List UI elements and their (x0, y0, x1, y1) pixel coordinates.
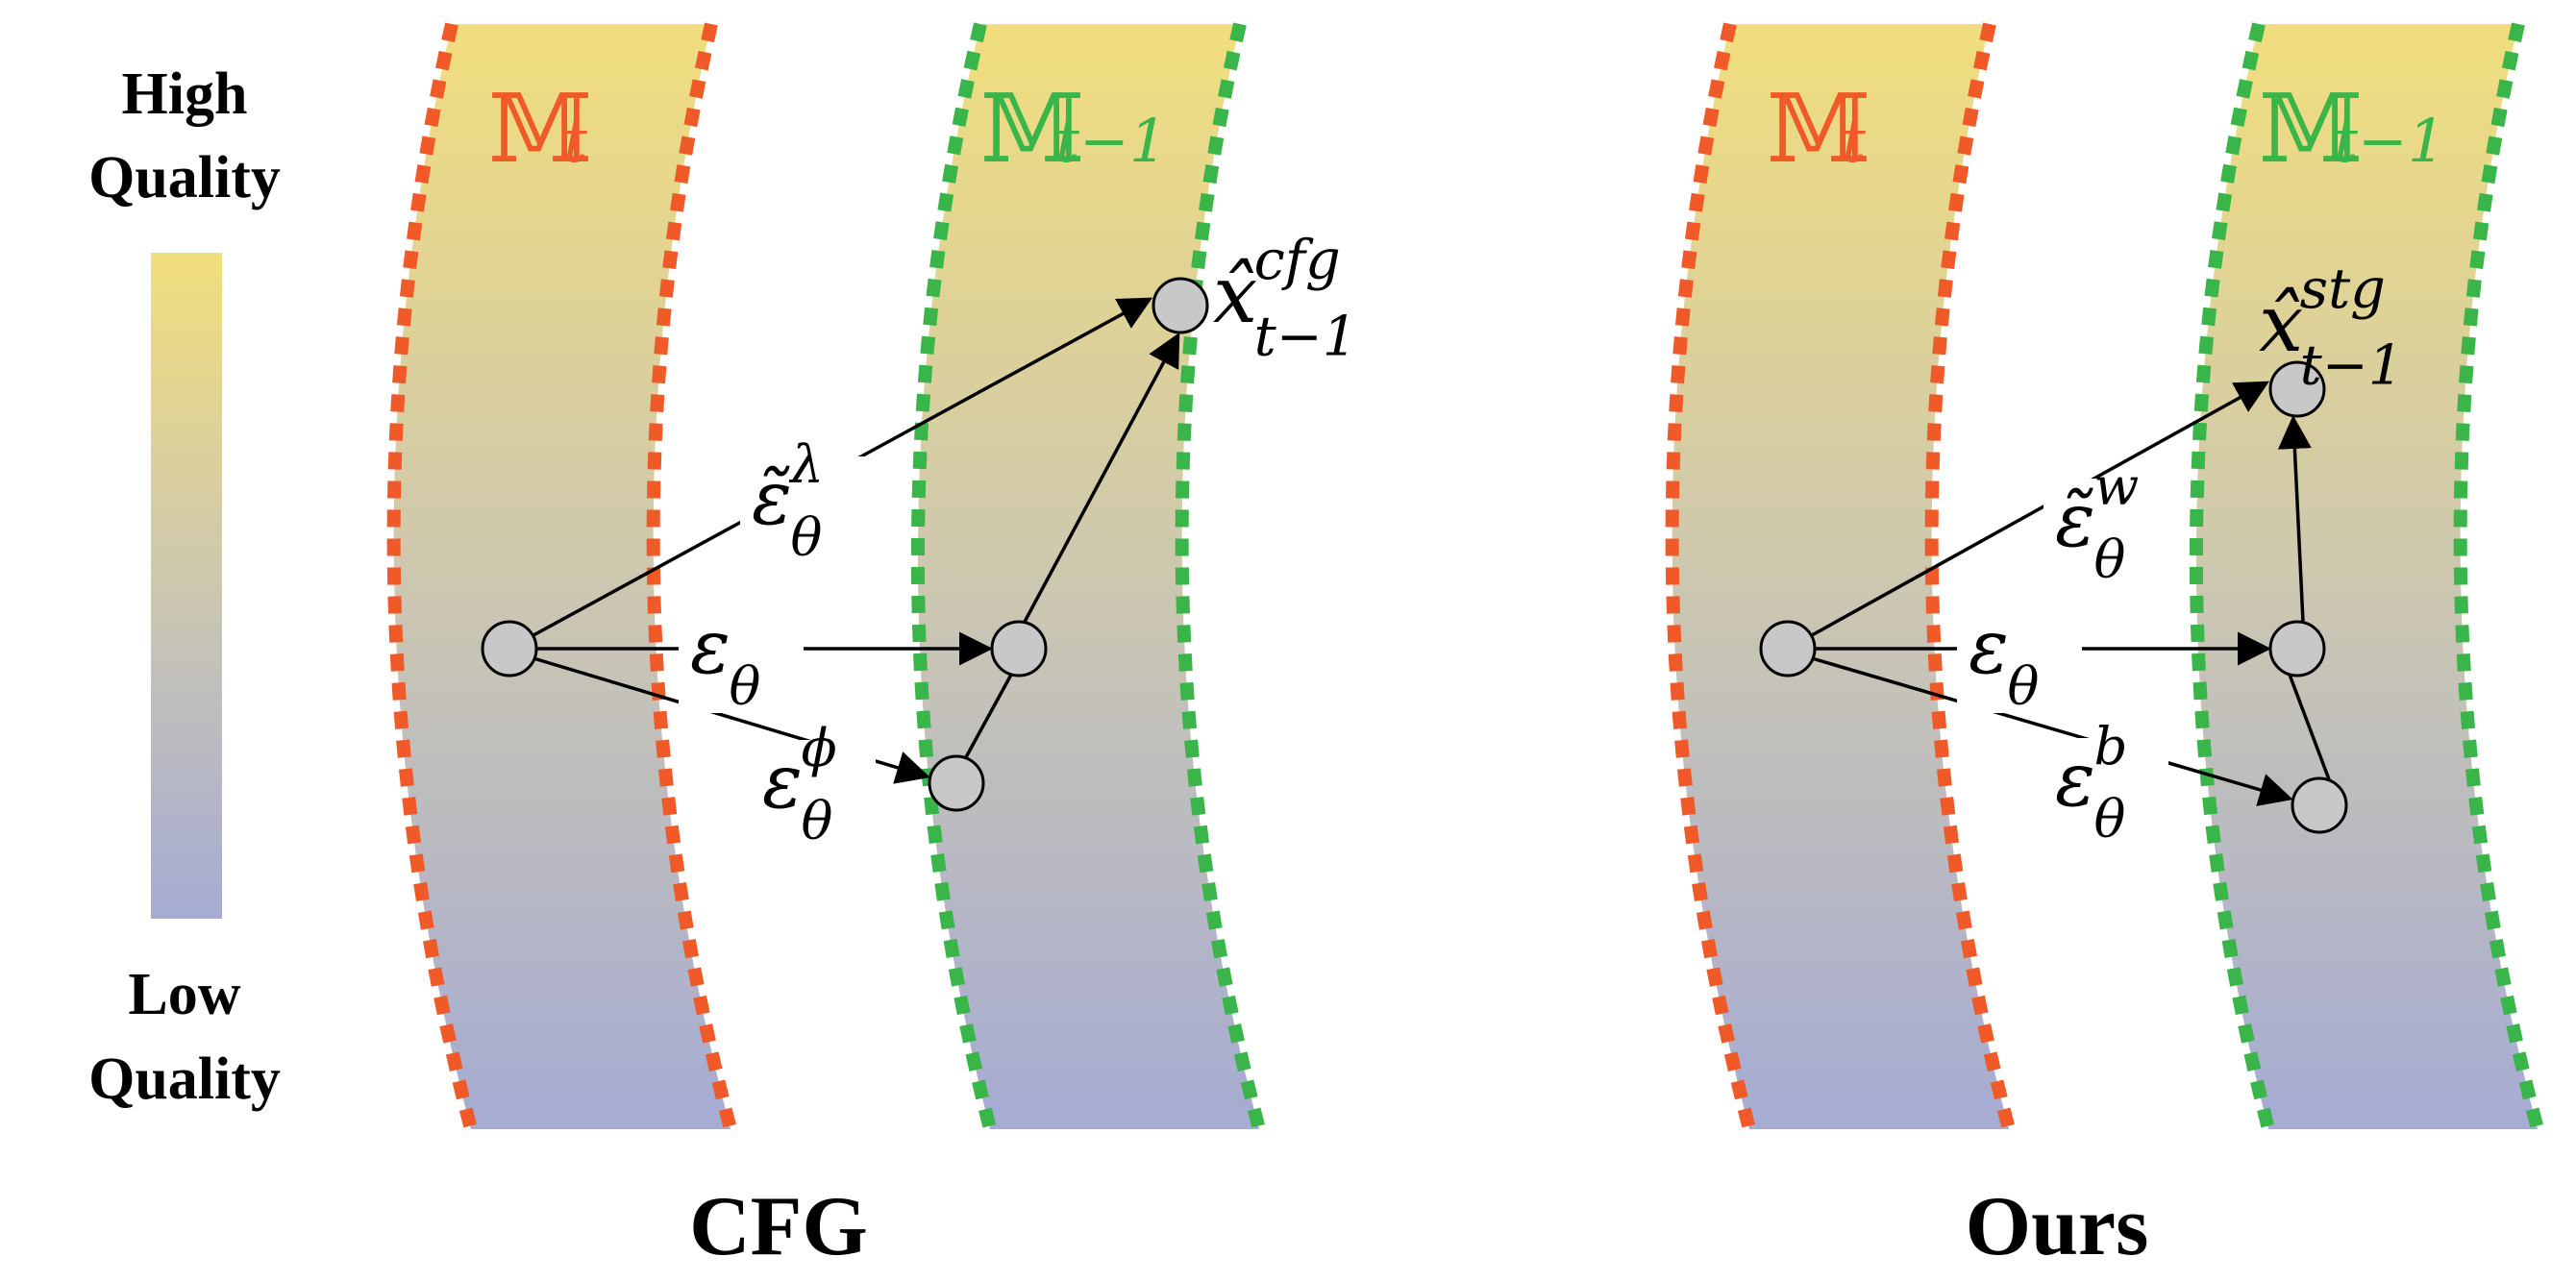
label-backdrop (751, 740, 876, 848)
result-label-superscript: cfg (1254, 228, 1341, 292)
manifold-t-band (1672, 24, 2009, 1129)
panel-caption: CFG (689, 1180, 868, 1273)
manifold-t-minus-1-right-boundary (2453, 22, 2544, 1131)
manifold-t-minus-1-left-boundary (2189, 22, 2275, 1131)
quality-legend: High Quality Low Quality (88, 62, 281, 1112)
eps-weak-label-superscript: b (2094, 715, 2128, 776)
manifold-t-minus-1-right-boundary (1175, 22, 1266, 1131)
label-backdrop (1957, 605, 2082, 713)
eps-guided-label-subscript: θ (2094, 529, 2126, 590)
manifold-t-minus-1-left-boundary (910, 22, 997, 1131)
source-node (481, 620, 538, 677)
quality-gradient-bar (151, 253, 222, 919)
weak-prediction-node (2291, 776, 2348, 834)
eps-weak-label-symbol: ε (762, 739, 803, 825)
eps-weak-label-symbol: ε (2055, 737, 2095, 824)
result-label-symbol: x̂ (2259, 279, 2303, 370)
eps-guided-label-superscript: w (2094, 456, 2140, 517)
eps-guided-label-superscript: λ (789, 433, 825, 495)
eps-guided-label-symbol: ε̃ (2055, 478, 2095, 564)
legend-low-line1: Low (128, 962, 240, 1027)
legend-low-line2: Quality (88, 1047, 281, 1112)
main-to-result-arrow (1023, 332, 1180, 623)
manifold-t-label-symbol: 𝕄 (488, 75, 592, 185)
legend-high-line1: High (122, 62, 248, 127)
eps-weak-label-subscript: θ (802, 790, 833, 851)
label-backdrop (740, 456, 865, 564)
result-label-subscript: t−1 (1254, 304, 1358, 368)
label-backdrop (2043, 479, 2168, 586)
manifold-t-band (393, 24, 731, 1129)
eps-weak-label-superscript: ϕ (802, 717, 837, 778)
legend-high-line2: Quality (88, 145, 281, 210)
label-backdrop (2043, 738, 2168, 846)
result-label-superscript: stg (2300, 257, 2386, 321)
source-node (1759, 620, 1817, 677)
manifold-t-minus-1-label-subscript: t−1 (1055, 106, 1167, 176)
panel-caption: Ours (1966, 1180, 2149, 1273)
result-label-symbol: x̂ (1213, 250, 1257, 341)
main-to-result-arrow (2277, 415, 2312, 623)
eps-guided-label-symbol: ε̃ (752, 456, 792, 542)
result-node (1152, 277, 1209, 334)
manifold-t-minus-1-label-symbol: 𝕄 (2259, 75, 2363, 185)
eps-main-label-subscript: θ (730, 655, 761, 717)
label-backdrop (679, 605, 804, 713)
eps-weak-label-subscript: θ (2094, 788, 2126, 850)
main-prediction-node (990, 620, 1048, 677)
eps-guided-label-subscript: θ (791, 506, 823, 568)
manifold-t-right-boundary (1924, 22, 2016, 1131)
eps-main-label-symbol: ε (690, 604, 731, 691)
manifold-t-label-subscript: t (563, 106, 587, 176)
eps-main-label-symbol: ε (1969, 604, 2009, 691)
result-label-subscript: t−1 (2300, 333, 2404, 397)
guided-arrow (1811, 381, 2270, 637)
weak-arrow (1811, 656, 2293, 806)
result-node (2268, 360, 2326, 418)
manifold-t-minus-1-band (2195, 24, 2538, 1129)
manifold-t-minus-1-label-subscript: t−1 (2334, 106, 2445, 176)
main-prediction-node (2268, 620, 2326, 677)
weak-to-main-link (964, 674, 1013, 758)
weak-to-main-link (2288, 674, 2331, 780)
manifold-t-minus-1-label-symbol: 𝕄 (980, 75, 1084, 185)
weak-prediction-node (928, 754, 985, 812)
manifold-t-left-boundary (386, 22, 478, 1131)
manifold-t-label-subscript: t (1842, 106, 1866, 176)
manifold-t-left-boundary (1665, 22, 1756, 1131)
eps-main-label-subscript: θ (2008, 655, 2040, 717)
manifold-t-minus-1-band (917, 24, 1259, 1129)
manifold-t-right-boundary (646, 22, 737, 1131)
manifold-t-label-symbol: 𝕄 (1767, 75, 1870, 185)
